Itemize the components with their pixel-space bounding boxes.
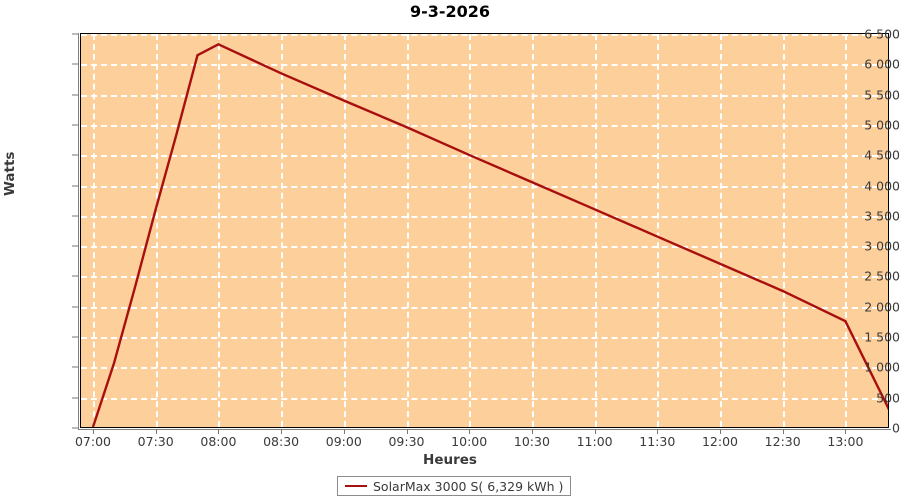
y-tick-mark <box>72 215 78 217</box>
x-tick-mark <box>155 429 157 434</box>
chart-legend: SolarMax 3000 S( 6,329 kWh ) <box>337 476 572 496</box>
x-axis-title: Heures <box>423 452 477 468</box>
legend-line-swatch-icon <box>345 485 367 487</box>
y-axis-title: Watts <box>2 151 18 196</box>
x-tick-mark <box>531 429 533 434</box>
y-tick-label: 5 500 <box>864 87 900 103</box>
y-tick-mark <box>72 63 78 65</box>
legend-entry-label: SolarMax 3000 S( 6,329 kWh ) <box>373 478 564 494</box>
chart-title: 9-3-2026 <box>409 2 491 21</box>
y-tick-label: 1 500 <box>864 329 900 345</box>
x-tick-mark <box>782 429 784 434</box>
y-tick-label: 6 000 <box>864 56 900 72</box>
y-tick-label: 2 500 <box>864 268 900 284</box>
y-tick-label: 2 000 <box>864 299 900 315</box>
x-tick-label: 10:00 <box>451 434 488 449</box>
x-tick-label: 12:00 <box>701 434 739 449</box>
y-tick-mark <box>72 185 78 187</box>
y-tick-label: 0 <box>892 420 900 436</box>
x-tick-mark <box>93 429 94 434</box>
y-tick-mark <box>72 397 78 399</box>
x-tick-label: 11:00 <box>576 434 613 449</box>
y-tick-mark <box>72 306 78 308</box>
x-tick-mark <box>218 429 220 434</box>
series-layer <box>81 34 888 427</box>
x-tick-label: 09:00 <box>325 434 362 449</box>
y-tick-mark <box>72 94 78 96</box>
x-tick-label: 12:30 <box>764 434 801 449</box>
x-tick-mark <box>281 429 283 434</box>
y-tick-label: 1 000 <box>864 359 900 375</box>
y-tick-mark <box>72 427 78 429</box>
y-tick-mark <box>72 154 78 156</box>
y-tick-label: 4 000 <box>864 178 900 194</box>
series-line <box>93 44 889 427</box>
x-tick-label: 08:00 <box>200 434 237 449</box>
plot-area <box>80 33 889 428</box>
y-tick-mark <box>72 366 78 368</box>
y-axis-line <box>78 33 79 429</box>
y-tick-label: 5 000 <box>864 117 900 133</box>
x-tick-label: 13:00 <box>827 434 864 449</box>
y-tick-mark <box>72 336 78 338</box>
y-tick-mark <box>72 124 78 126</box>
x-tick-label: 08:30 <box>263 434 300 449</box>
y-tick-mark <box>72 245 78 247</box>
y-tick-mark <box>72 33 78 35</box>
x-tick-label: 11:30 <box>639 434 676 449</box>
x-tick-mark <box>406 429 408 434</box>
y-tick-mark <box>72 275 78 277</box>
y-tick-label: 500 <box>876 390 900 406</box>
x-tick-label: 10:30 <box>513 434 550 449</box>
x-tick-label: 09:30 <box>388 434 425 449</box>
y-tick-label: 4 500 <box>864 147 900 163</box>
x-tick-mark <box>845 429 847 434</box>
x-tick-label: 07:00 <box>74 434 112 449</box>
x-tick-mark <box>469 429 471 434</box>
x-tick-label: 07:30 <box>137 434 174 449</box>
x-tick-mark <box>594 429 596 434</box>
x-tick-mark <box>343 429 345 434</box>
y-tick-label: 3 000 <box>864 238 900 254</box>
x-axis-line <box>78 429 891 430</box>
x-tick-mark <box>720 429 721 434</box>
x-tick-mark <box>657 429 659 434</box>
y-tick-label: 6 500 <box>864 26 900 42</box>
y-tick-label: 3 500 <box>864 208 900 224</box>
